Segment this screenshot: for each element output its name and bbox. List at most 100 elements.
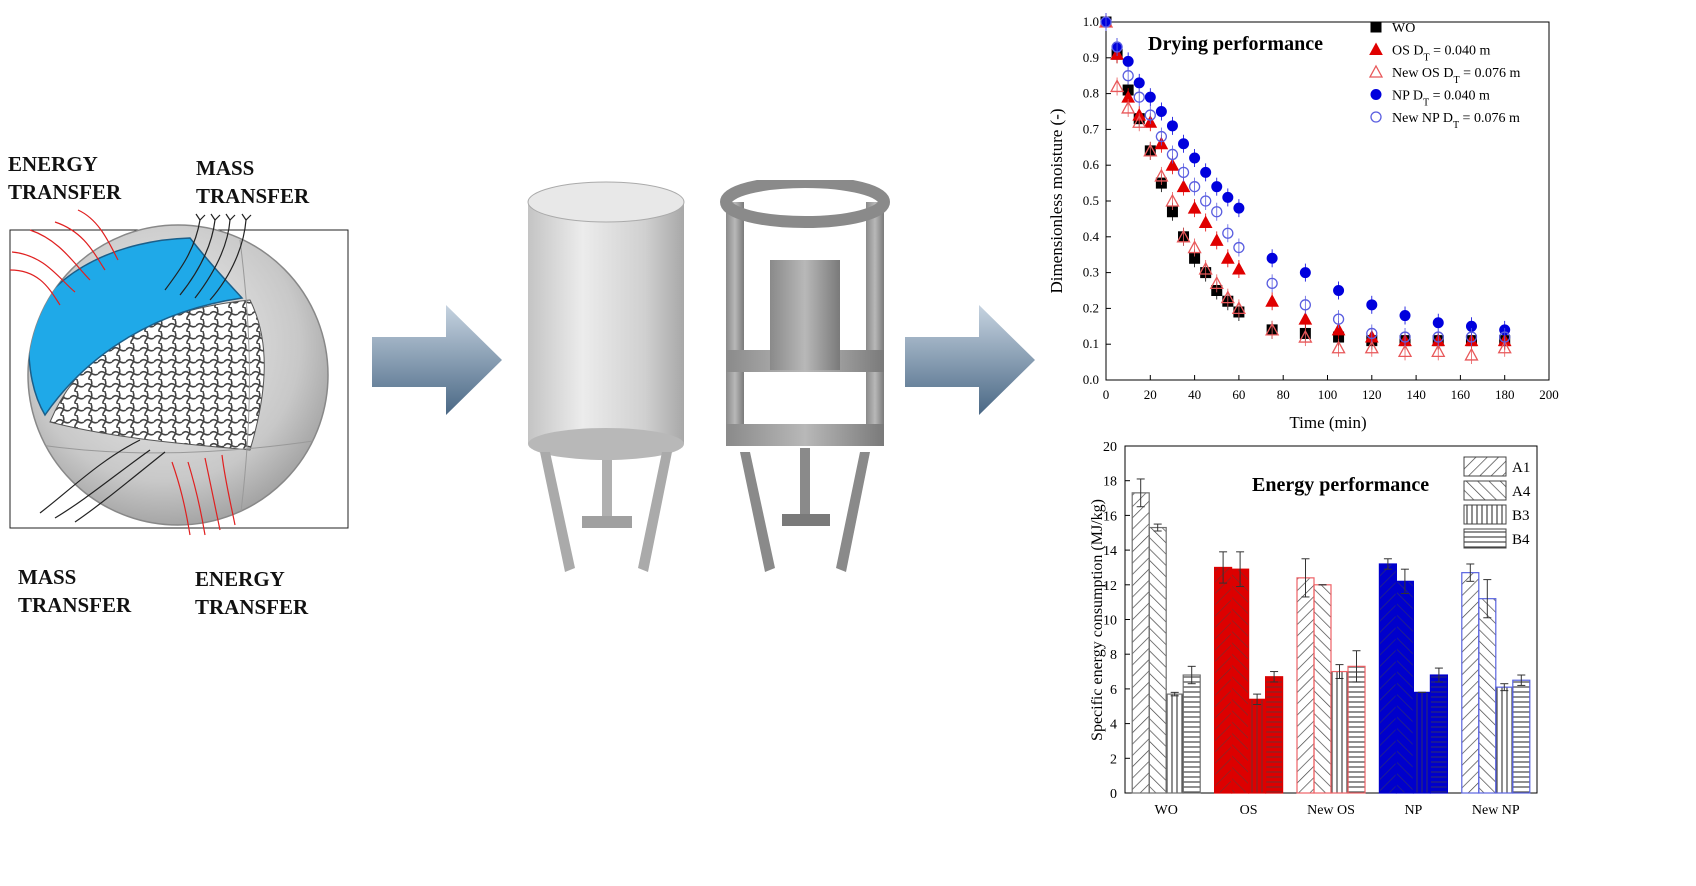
energy-transfer-label-bottom: ENERGY TRANSFER — [195, 567, 309, 619]
chart1-legend-marker — [1368, 64, 1384, 78]
chart1-point — [1298, 329, 1313, 343]
chart1-point — [1222, 227, 1234, 239]
chart1-point — [1432, 331, 1444, 343]
chart1-point — [1133, 77, 1145, 89]
chart1-y-tick-label: 0.5 — [1083, 193, 1099, 208]
chart1-series-3 — [1100, 13, 1511, 339]
chart2-category-label: New NP — [1472, 803, 1520, 818]
chart1-x-tick-label: 120 — [1362, 387, 1382, 402]
chart1-y-tick-label: 0.6 — [1083, 157, 1100, 172]
chart1-point — [1331, 340, 1346, 354]
chart2-title: Energy performance — [1252, 474, 1429, 496]
chart1-point — [1165, 193, 1180, 207]
chart2-legend-label: B3 — [1512, 508, 1530, 524]
chart2-legend: A1 A4 B3 B4 — [1463, 456, 1531, 549]
chart1-point — [1177, 166, 1190, 179]
chart1-point — [1187, 240, 1202, 254]
chart1-legend-label: OS DT = 0.040 m — [1392, 44, 1491, 64]
chart2-y-tick-label: 6 — [1110, 683, 1117, 698]
chart2-y-tick-label: 2 — [1110, 752, 1117, 767]
chart1-point — [1299, 299, 1312, 311]
chart2-bar — [1429, 674, 1448, 794]
chart1-legend-marker — [1370, 21, 1382, 33]
chart2-y-tick-label: 14 — [1103, 544, 1117, 559]
chart2-bar — [1296, 577, 1315, 794]
energy-flux-arrows-top — [9, 209, 119, 306]
chart2-bar — [1313, 584, 1332, 794]
mass-flux-arrows-top — [164, 213, 252, 301]
chart2-y-tick-label: 0 — [1110, 787, 1117, 802]
chart2-bar — [1165, 693, 1184, 794]
chart2-bar — [1148, 526, 1167, 794]
chart1-y-tick-label: 0.1 — [1083, 336, 1099, 351]
chart2-y-tick-label: 18 — [1103, 475, 1117, 490]
chart1-point — [1154, 168, 1169, 182]
chart1-point — [1176, 229, 1191, 243]
chart1-y-tick-label: 0.2 — [1083, 300, 1099, 315]
chart1-point — [1332, 313, 1345, 325]
chart1-point — [1122, 70, 1134, 82]
column-draft-tube — [720, 180, 890, 572]
chart2-legend-swatch — [1463, 480, 1507, 501]
chart2-category-label: OS — [1240, 803, 1258, 818]
chart1-legend-marker — [1369, 42, 1383, 55]
chart1-point — [1333, 285, 1345, 296]
chart1-point — [1209, 275, 1224, 289]
chart1-x-tick-label: 20 — [1144, 387, 1157, 402]
chart2-bar — [1248, 698, 1267, 794]
chart1-y-tick-label: 0.0 — [1083, 372, 1099, 387]
chart1-point — [1165, 158, 1180, 171]
chart2-category-label: New OS — [1307, 803, 1355, 818]
spouted-bed-columns — [527, 180, 890, 572]
energy-flux-arrows-bottom — [171, 454, 236, 536]
mass-transfer-label-top: MASS TRANSFER — [196, 156, 310, 208]
chart1-point — [1233, 241, 1245, 254]
chart1-point — [1364, 340, 1379, 354]
column-conventional — [527, 181, 685, 572]
chart2-bar — [1330, 670, 1349, 794]
chart2-y-tick-label: 12 — [1103, 579, 1117, 594]
chart2-category-label: WO — [1155, 803, 1178, 818]
chart1-point — [1431, 344, 1446, 358]
chart2-y-tick-label: 8 — [1110, 648, 1117, 663]
chart1-legend-marker — [1370, 89, 1382, 100]
chart1-x-tick-label: 160 — [1451, 387, 1471, 402]
chart1-point — [1220, 290, 1235, 304]
chart1-point — [1299, 267, 1311, 279]
chart1-point — [1176, 179, 1191, 193]
chart1-point — [1432, 317, 1444, 329]
chart1-y-tick-label: 0.9 — [1083, 50, 1099, 65]
chart2-bar — [1512, 679, 1531, 794]
chart1-x-tick-label: 180 — [1495, 387, 1515, 402]
chart1-point — [1222, 191, 1234, 203]
chart1-y-tick-label: 1.0 — [1083, 14, 1099, 29]
process-arrow-1 — [372, 305, 502, 415]
chart1-point — [1298, 312, 1313, 325]
particle-diagram — [9, 209, 349, 536]
chart2-bar — [1347, 665, 1366, 794]
chart1-point — [1399, 310, 1411, 322]
chart2-legend-label: A1 — [1512, 460, 1530, 476]
chart2-bar — [1461, 572, 1480, 794]
chart1-point — [1366, 327, 1378, 340]
chart1-point — [1200, 195, 1212, 207]
chart1-point — [1211, 181, 1223, 193]
chart1-point — [1399, 331, 1411, 343]
chart2-bar — [1478, 598, 1497, 794]
chart1-point — [1464, 347, 1479, 361]
chart2-bar — [1231, 568, 1250, 794]
chart1-point — [1144, 91, 1156, 103]
chart2-y-tick-label: 20 — [1103, 440, 1117, 455]
chart2-bar — [1412, 691, 1431, 794]
mass-transfer-label-bottom: MASS TRANSFER — [18, 565, 132, 617]
energy-transfer-label-top: ENERGY TRANSFER — [8, 152, 122, 204]
chart1-point — [1155, 130, 1168, 143]
process-arrow-2 — [905, 305, 1035, 415]
chart1-point — [1220, 251, 1235, 264]
chart1-y-tick-label: 0.7 — [1083, 121, 1100, 136]
chart2-bar — [1395, 580, 1414, 794]
chart2-legend-swatch — [1463, 528, 1507, 549]
chart2-ylabel: Specific energy consumption (MJ/kg) — [1089, 499, 1106, 741]
chart2-legend-label: B4 — [1512, 532, 1530, 548]
